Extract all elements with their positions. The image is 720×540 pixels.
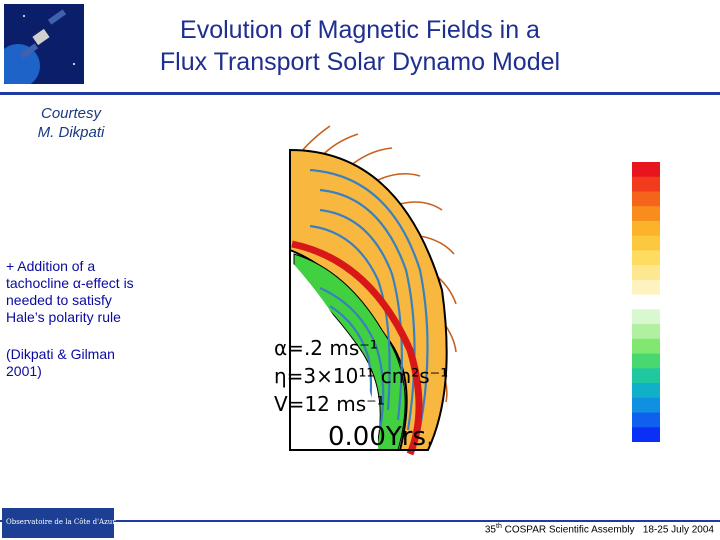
- colorbar-swatch: [632, 191, 660, 207]
- colorbar-swatch: [632, 397, 660, 414]
- solar-radiative-core: [290, 260, 379, 450]
- footer-divider: [0, 520, 720, 522]
- figure-frame: [289, 150, 428, 451]
- event-number: 35: [484, 524, 496, 536]
- title-line-1: Evolution of Magnetic Fields in a: [180, 16, 540, 44]
- colorbar-swatch: [632, 294, 660, 310]
- eta-parameter: η=3×10¹¹ cm²s⁻¹: [274, 364, 449, 388]
- colorbar-swatch: [632, 427, 660, 442]
- observatory-logo-text: Observatoire de la Côte d'Azur: [6, 518, 116, 526]
- colorbar-swatch: [632, 383, 660, 399]
- colorbar-swatch: [632, 412, 660, 428]
- colorbar-swatch: [632, 338, 660, 355]
- body-line-1: + Addition of a: [6, 258, 96, 274]
- colorbar-swatch: [632, 353, 660, 369]
- colorbar-swatch: [632, 309, 660, 325]
- body-text: + Addition of a tachocline α-effect is n…: [6, 258, 186, 326]
- body-line-4: Hale’s polarity rule: [6, 309, 121, 325]
- colorbar-swatch: [632, 162, 660, 178]
- simulation-time: 0.00Yrs.: [328, 422, 435, 452]
- event-number-suffix: th: [496, 523, 502, 530]
- courtesy-credit: Courtesy M. Dikpati: [16, 104, 126, 142]
- colorbar-swatch: [632, 265, 660, 281]
- alpha-parameter: α=.2 ms⁻¹: [274, 336, 378, 360]
- model-parameters: α=.2 ms⁻¹ η=3×10¹¹ cm²s⁻¹ V=12 ms⁻¹: [274, 334, 454, 418]
- courtesy-label: Courtesy: [40, 105, 102, 122]
- citation-line-1: (Dikpati & Gilman: [6, 346, 115, 362]
- colorbar-swatch: [632, 235, 660, 251]
- tachocline-band: [291, 240, 423, 456]
- citation: (Dikpati & Gilman 2001): [6, 346, 186, 380]
- colorbar-swatch: [632, 324, 660, 340]
- colorbar-swatch: [632, 250, 660, 266]
- event-name: COSPAR Scientific Assembly: [501, 524, 635, 536]
- slide-title: Evolution of Magnetic Fields in a Flux T…: [100, 14, 620, 78]
- colorbar-swatch: [632, 279, 660, 296]
- colorbar-swatch: [632, 176, 660, 192]
- colorbar-swatch: [632, 206, 660, 222]
- citation-line-2: 2001): [6, 363, 42, 379]
- dynamo-simulation-figure: [289, 125, 457, 456]
- colorbar-swatch: [632, 220, 660, 237]
- velocity-parameter: V=12 ms⁻¹: [274, 392, 385, 416]
- observatory-logo: Observatoire de la Côte d'Azur: [2, 508, 116, 538]
- courtesy-author: M. Dikpati: [37, 124, 105, 141]
- satellite-icon: [4, 4, 84, 84]
- header-divider: [0, 92, 720, 95]
- title-line-2: Flux Transport Solar Dynamo Model: [159, 48, 561, 76]
- colorbar-swatch: [632, 368, 660, 384]
- colorbar: [632, 162, 660, 442]
- footer-event: 35th COSPAR Scientific Assembly 18-25 Ju…: [485, 523, 714, 535]
- body-line-2: tachocline α-effect is: [6, 275, 134, 291]
- event-dates: 18-25 July 2004: [642, 524, 714, 536]
- body-line-3: needed to satisfy: [6, 292, 112, 308]
